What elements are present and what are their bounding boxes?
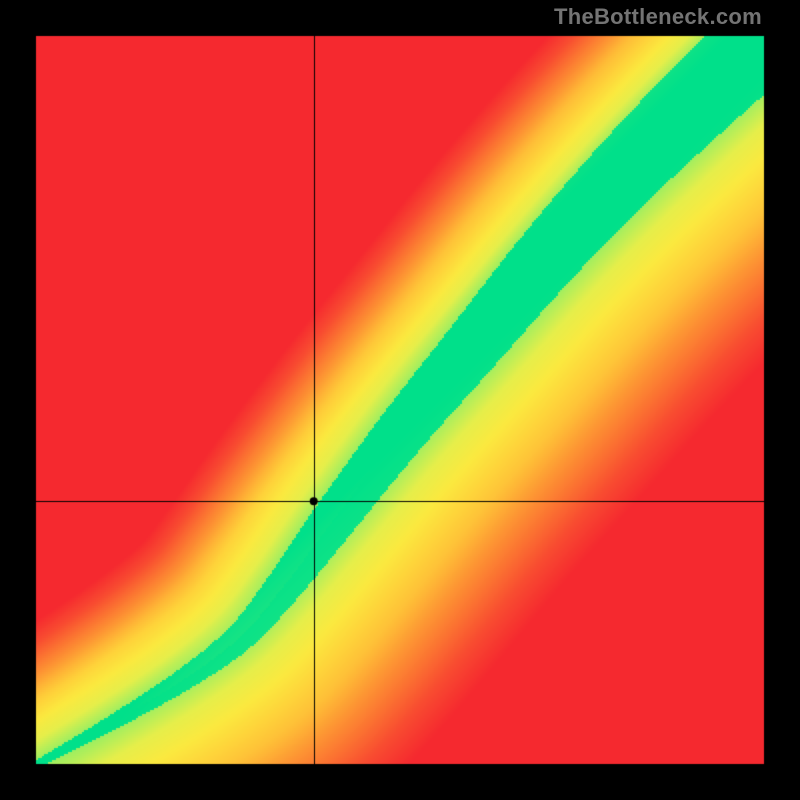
bottleneck-heatmap: [0, 0, 800, 800]
attribution-text: TheBottleneck.com: [554, 4, 762, 30]
chart-container: TheBottleneck.com: [0, 0, 800, 800]
